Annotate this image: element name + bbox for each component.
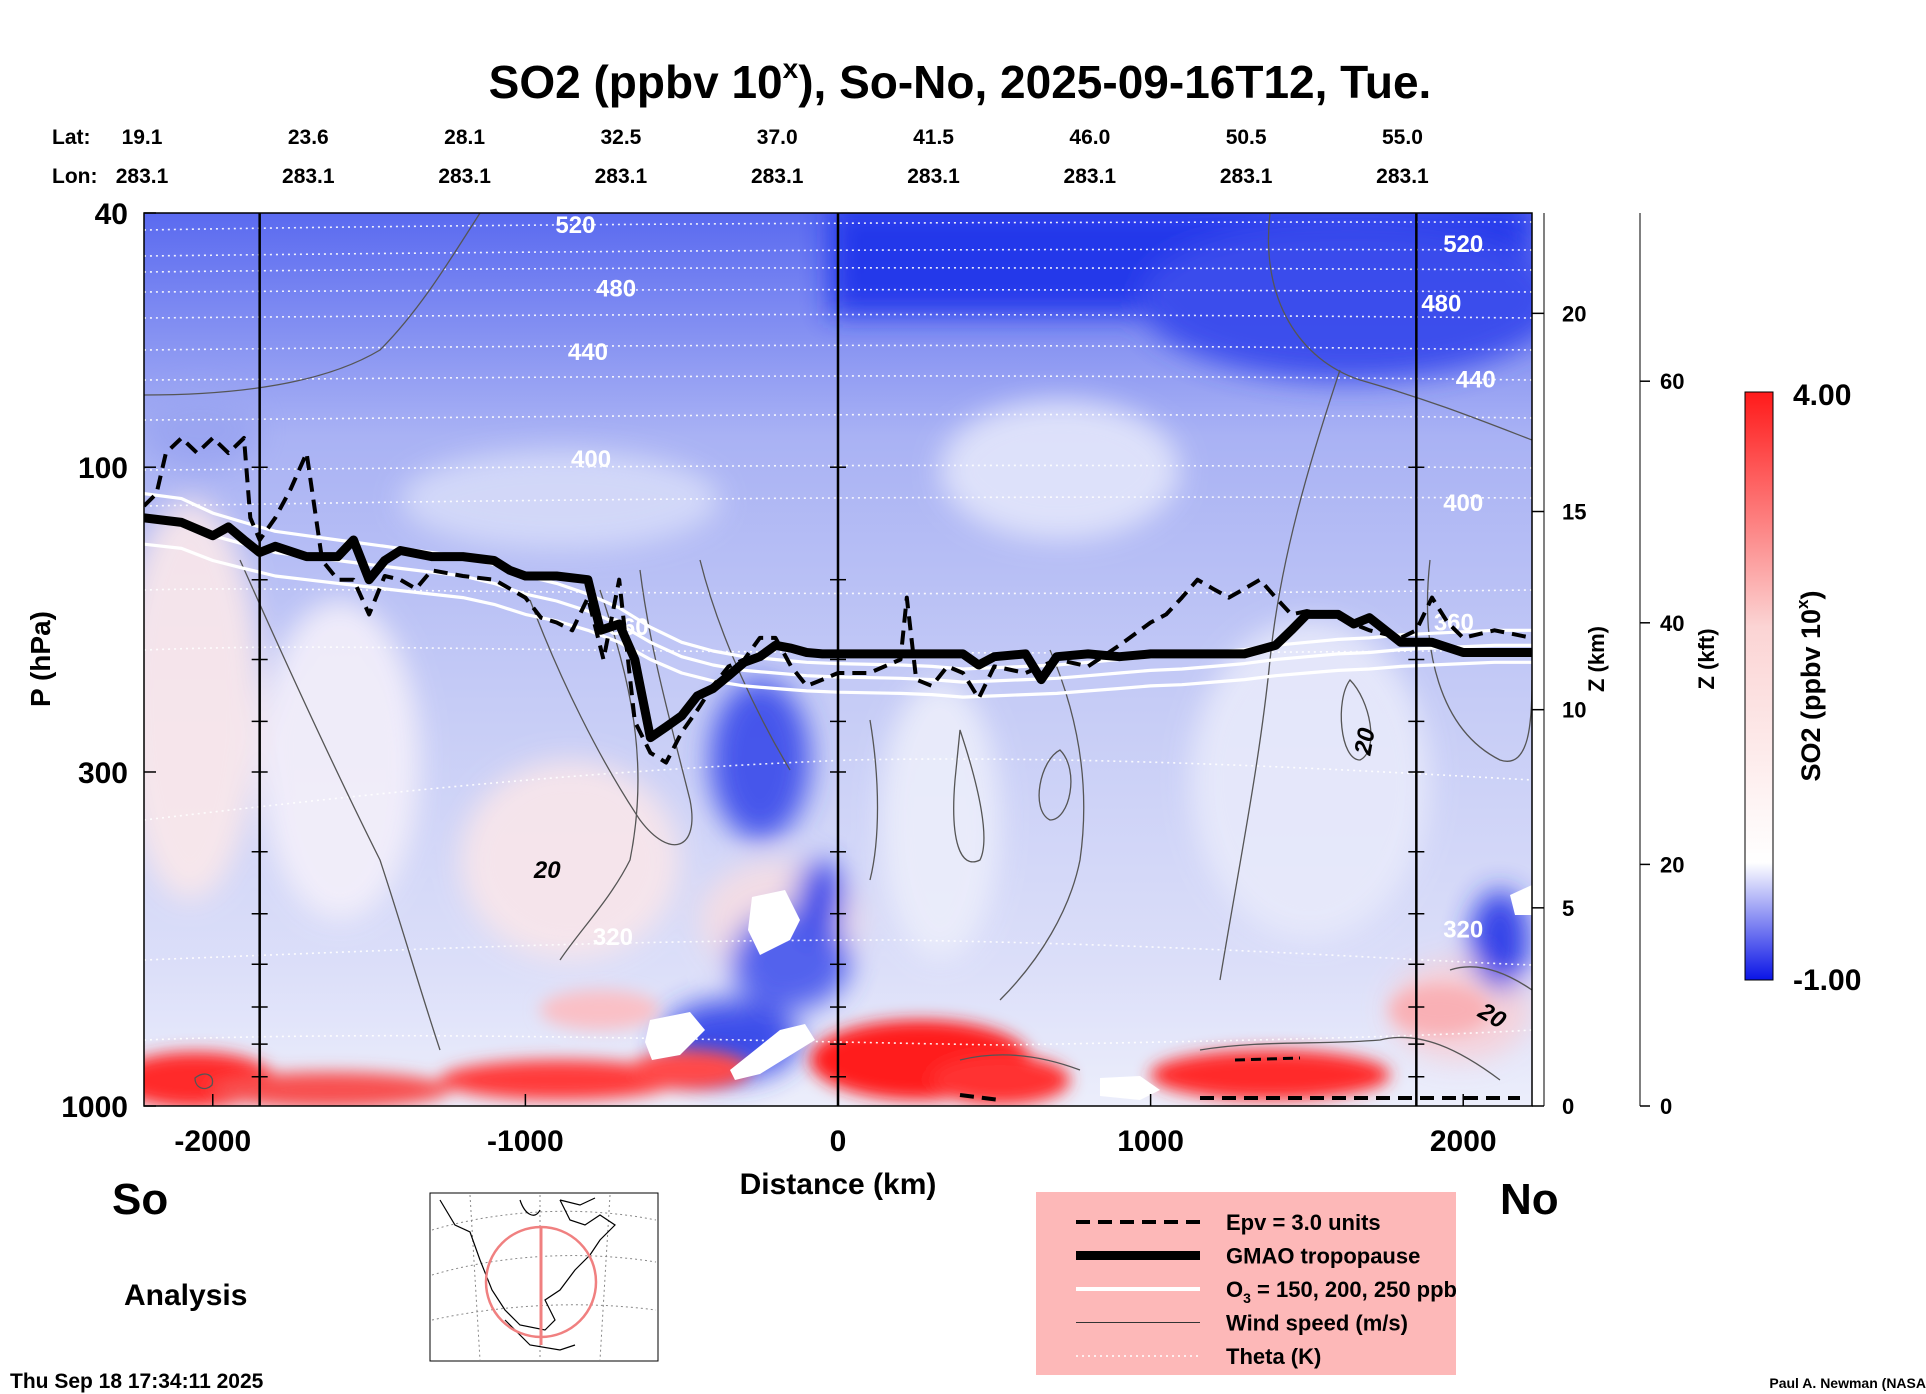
lat-value: 46.0 xyxy=(1069,126,1110,149)
lon-value: 283.1 xyxy=(116,165,169,188)
z-km-tick-label: 20 xyxy=(1562,301,1586,326)
legend-label: Epv = 3.0 units xyxy=(1226,1210,1381,1235)
legend-item: Wind speed (m/s) xyxy=(1076,1311,1408,1336)
ozone-contour xyxy=(144,542,1532,699)
theta-label: 480 xyxy=(1421,290,1461,317)
theta-label: 440 xyxy=(1456,366,1496,393)
chart-title: SO2 (ppbv 10x), So-No, 2025-09-16T12, Tu… xyxy=(489,53,1432,108)
lat-value: 23.6 xyxy=(288,126,329,149)
lon-value: 283.1 xyxy=(1376,165,1429,188)
z-km-tick-label: 5 xyxy=(1562,896,1574,921)
legend-label: Theta (K) xyxy=(1226,1344,1321,1369)
y-axis-title: P (hPa) xyxy=(25,611,56,707)
credit: Paul A. Newman (NASA xyxy=(1769,1375,1926,1391)
y-tick-label: 1000 xyxy=(61,1091,128,1124)
locator-map xyxy=(429,1192,659,1362)
lon-value: 283.1 xyxy=(438,165,491,188)
lat-lon-labels: Lat: Lon: 19.1 283.1 23.6 283.1 28.1 283.1 32.5 2… xyxy=(52,126,1429,188)
y-tick-label: 300 xyxy=(78,757,128,790)
legend-item: Epv = 3.0 units xyxy=(1076,1210,1381,1235)
lon-value: 283.1 xyxy=(1064,165,1117,188)
north-label: No xyxy=(1500,1175,1559,1224)
z-km-tick-label: 15 xyxy=(1562,500,1586,525)
y-tick-label: 40 xyxy=(95,198,128,231)
analysis-label: Analysis xyxy=(124,1279,247,1312)
legend-label: GMAO tropopause xyxy=(1226,1244,1420,1269)
south-label: So xyxy=(112,1175,168,1224)
z-kft-tick-label: 20 xyxy=(1660,852,1684,877)
lat-value: 28.1 xyxy=(444,126,485,149)
z-kft-tick-label: 40 xyxy=(1660,611,1684,636)
lon-value: 283.1 xyxy=(751,165,804,188)
lat-value: 50.5 xyxy=(1226,126,1267,149)
z-km-tick-label: 0 xyxy=(1562,1094,1574,1119)
z-kft-tick-label: 0 xyxy=(1660,1094,1672,1119)
lon-value: 283.1 xyxy=(595,165,648,188)
z-kft-tick-label: 60 xyxy=(1660,369,1684,394)
epv-line xyxy=(144,436,1532,765)
z-km-title: Z (km) xyxy=(1584,626,1609,692)
y-tick-label: 100 xyxy=(78,452,128,485)
x-tick-label: 2000 xyxy=(1430,1125,1497,1158)
ozone-contour xyxy=(144,492,1532,671)
lon-value: 283.1 xyxy=(907,165,960,188)
z-km-tick-label: 10 xyxy=(1562,698,1586,723)
theta-label: 520 xyxy=(1443,231,1483,258)
axes: -2000 -1000 0 1000 2000 40 100 300 1000 0 5 10 15 20 0… xyxy=(61,198,1684,1158)
z-kft-title: Z (kft) xyxy=(1694,628,1719,689)
colorbar: 4.00 -1.00 SO2 (ppbv 10x) xyxy=(1744,379,1861,997)
theta-label: 480 xyxy=(596,275,636,302)
timestamp: Thu Sep 18 17:34:11 2025 xyxy=(10,1370,264,1393)
lat-value: 37.0 xyxy=(757,126,798,149)
legend-item: O3 = 150, 200, 250 ppb xyxy=(1076,1277,1457,1306)
section-markers xyxy=(251,213,1425,1106)
theta-label: 520 xyxy=(555,212,595,239)
lon-row-label: Lon: xyxy=(52,165,97,188)
theta-label: 400 xyxy=(1443,490,1483,517)
lat-row-label: Lat: xyxy=(52,126,91,149)
lat-value: 55.0 xyxy=(1382,126,1423,149)
theta-label: 320 xyxy=(593,924,633,951)
ozone-contour xyxy=(144,516,1532,684)
wind-label: 20 xyxy=(1349,725,1381,758)
tropopause-line xyxy=(144,513,1532,743)
x-tick-label: 0 xyxy=(830,1125,847,1158)
lon-value: 283.1 xyxy=(282,165,335,188)
x-tick-label: -1000 xyxy=(487,1125,564,1158)
theta-label: 320 xyxy=(1443,917,1483,944)
x-tick-label: -2000 xyxy=(174,1125,251,1158)
legend-item: GMAO tropopause xyxy=(1076,1244,1420,1269)
lat-value: 32.5 xyxy=(600,126,641,149)
legend-label: Wind speed (m/s) xyxy=(1226,1311,1408,1336)
legend-item: Theta (K) xyxy=(1076,1344,1321,1369)
lon-value: 283.1 xyxy=(1220,165,1273,188)
x-axis-title: Distance (km) xyxy=(740,1168,937,1201)
x-tick-label: 1000 xyxy=(1117,1125,1184,1158)
lat-value: 41.5 xyxy=(913,126,954,149)
legend: Epv = 3.0 units GMAO tropopause O3 = 150, … xyxy=(1036,1192,1457,1375)
colorbar-scale xyxy=(1744,391,1774,981)
wind-label: 20 xyxy=(533,857,561,884)
theta-label: 400 xyxy=(571,446,611,473)
colorbar-min-label: -1.00 xyxy=(1793,964,1861,997)
colorbar-title: SO2 (ppbv 10x) xyxy=(1793,590,1826,781)
colorbar-max-label: 4.00 xyxy=(1793,379,1851,412)
lat-value: 19.1 xyxy=(122,126,163,149)
legend-label: O3 = 150, 200, 250 ppb xyxy=(1226,1277,1457,1306)
theta-label: 440 xyxy=(568,339,608,366)
